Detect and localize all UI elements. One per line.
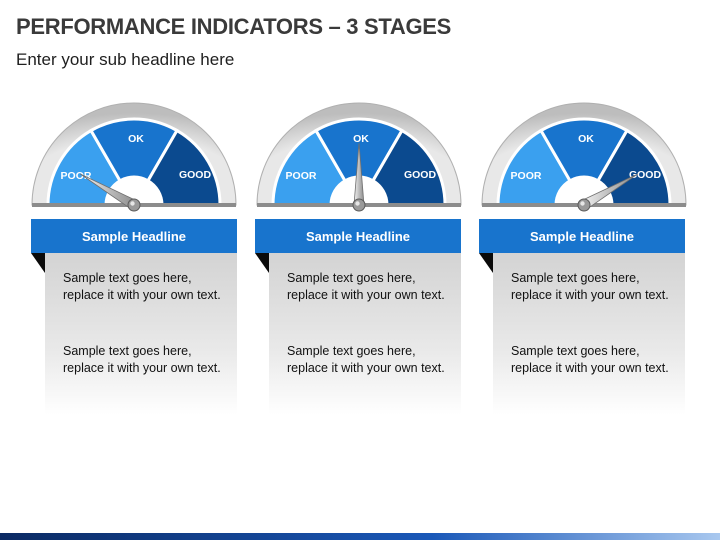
gauge-1: POOR OK GOOD — [31, 102, 237, 212]
gauge-label-good: GOOD — [629, 169, 662, 181]
fold-shadow — [255, 253, 269, 273]
gauge-label-poor: POOR — [511, 170, 542, 182]
stage-headline: Sample Headline — [31, 219, 237, 253]
gauge-label-good: GOOD — [179, 169, 212, 181]
stage-body: Sample text goes here, replace it with y… — [269, 253, 461, 415]
stage-headline: Sample Headline — [255, 219, 461, 253]
needle-pivot-highlight — [355, 201, 360, 206]
gauge-label-good: GOOD — [404, 169, 437, 181]
fold-shadow — [479, 253, 493, 273]
gauge-segment-poor — [496, 128, 573, 207]
stage-text-2: Sample text goes here, replace it with y… — [63, 344, 221, 375]
stage-headline: Sample Headline — [479, 219, 685, 253]
fold-shadow — [31, 253, 45, 273]
gauge-3: POOR OK GOOD — [481, 102, 687, 212]
footer-bar — [0, 533, 720, 540]
gauge-segment-good — [145, 128, 222, 207]
gauge-label-ok: OK — [353, 133, 369, 145]
stage-text-2: Sample text goes here, replace it with y… — [511, 344, 669, 375]
gauge-label-ok: OK — [128, 133, 144, 145]
page-title: PERFORMANCE INDICATORS – 3 STAGES — [16, 14, 452, 39]
gauge-segment-good — [370, 128, 447, 207]
gauge-label-ok: OK — [578, 133, 594, 145]
gauge-label-poor: POOR — [286, 170, 317, 182]
needle-pivot-highlight — [130, 201, 135, 206]
stage-text-1: Sample text goes here, replace it with y… — [63, 271, 221, 302]
gauge-segment-poor — [271, 128, 348, 207]
stage-body: Sample text goes here, replace it with y… — [493, 253, 685, 415]
needle-pivot-highlight — [580, 201, 585, 206]
gauge-label-poor: POOR — [61, 170, 92, 182]
stage-text-1: Sample text goes here, replace it with y… — [511, 271, 669, 302]
gauge-2: POOR OK GOOD — [256, 102, 462, 212]
stage-body: Sample text goes here, replace it with y… — [45, 253, 237, 415]
stage-text-1: Sample text goes here, replace it with y… — [287, 271, 445, 302]
page-subtitle: Enter your sub headline here — [16, 50, 235, 69]
stage-text-2: Sample text goes here, replace it with y… — [287, 344, 445, 375]
